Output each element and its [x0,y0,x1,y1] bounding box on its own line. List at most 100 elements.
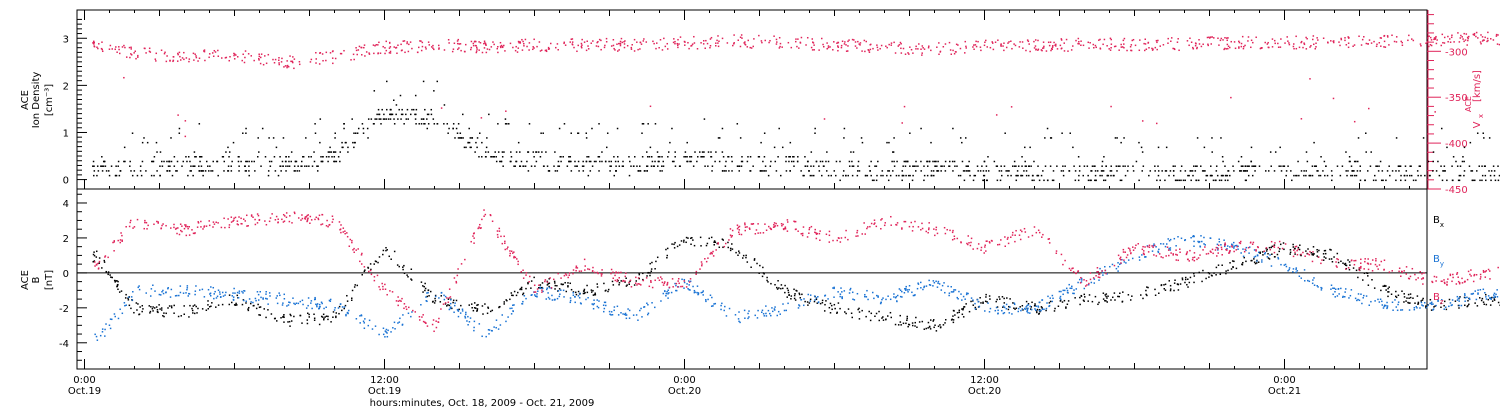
vx-point [265,62,268,65]
vx-point [1447,35,1449,38]
vx-point [1088,47,1090,49]
density-point [1031,174,1034,177]
bx-point [847,308,850,310]
density-point [641,132,643,134]
bx-point [742,254,745,257]
bx-point [956,312,959,314]
density-point [1174,165,1176,167]
density-point [968,160,970,163]
by-point [925,285,928,287]
by-point [1430,303,1433,306]
bx-point [385,249,387,252]
vx-point [550,42,552,45]
vx-point [321,53,324,55]
density-point [1440,127,1443,130]
density-point [245,170,248,172]
density-point [167,165,170,167]
by-point [371,328,374,330]
by-point [660,300,662,302]
density-point [1099,174,1101,177]
by-point [94,333,96,336]
by-point [1073,289,1075,291]
by-point [723,309,725,312]
by-point [1472,292,1475,295]
density-point [492,156,495,158]
vx-point [1053,41,1055,44]
bx-point [323,317,325,320]
density-point [311,165,314,167]
density-point [1404,165,1407,167]
vx-point [1400,40,1402,43]
density-point [1050,137,1053,139]
density-point [279,156,281,158]
vx-point [580,46,583,49]
density-point [1220,174,1223,177]
density-point [1498,174,1500,177]
bx-point [512,294,514,297]
density-point [650,156,653,158]
density-point [940,165,942,167]
density-point [857,170,859,172]
density-point [614,160,617,163]
density-point [835,160,838,163]
density-point [1172,165,1175,167]
by-point [364,318,366,320]
density-point [152,160,154,163]
vx-point [1365,42,1368,45]
density-point [781,146,784,149]
density-point [1110,174,1112,177]
bx-point [289,325,291,327]
vx-point [619,44,622,47]
bx-point [375,260,378,263]
bx-point [110,276,112,278]
density-point [800,170,802,172]
vx-point [633,50,636,52]
density-point [704,165,706,167]
density-point [1028,174,1030,177]
density-point [789,170,791,172]
density-point [540,132,542,134]
density-point [356,132,359,134]
by-point [681,278,683,281]
by-point [1037,305,1039,307]
vx-point [1110,43,1113,45]
by-point [1477,289,1479,291]
bx-point [972,304,975,306]
by-point [767,309,770,312]
vx-point [1034,45,1037,47]
vx-point [358,45,361,48]
density-point [107,170,110,172]
vx-point [407,50,410,53]
density-point [657,165,659,167]
by-point [138,288,141,291]
bx-point [247,308,249,310]
by-point [207,288,210,291]
density-point [982,174,985,177]
vx-point [556,43,559,45]
bx-point [313,313,315,316]
vx-point [702,43,705,45]
vx-point [845,44,847,46]
by-point [1313,284,1316,286]
bx-point [1388,286,1390,288]
bx-point [1119,292,1121,295]
by-point [782,303,784,305]
vx-point [1426,41,1429,43]
by-point [488,333,490,335]
by-point [866,289,868,292]
density-point [605,146,608,149]
by-point [411,311,413,313]
density-point [430,113,433,116]
density-point [1479,179,1481,182]
by-point [1356,299,1358,302]
vx-point [1226,43,1229,46]
by-point [1223,245,1226,248]
vx-point [1408,34,1410,37]
density-point [683,156,685,158]
density-point [1168,174,1170,177]
density-point [333,156,336,158]
by-point [265,297,267,300]
bx-point [690,237,692,240]
vx-point [1368,107,1370,110]
density-point [476,146,478,149]
